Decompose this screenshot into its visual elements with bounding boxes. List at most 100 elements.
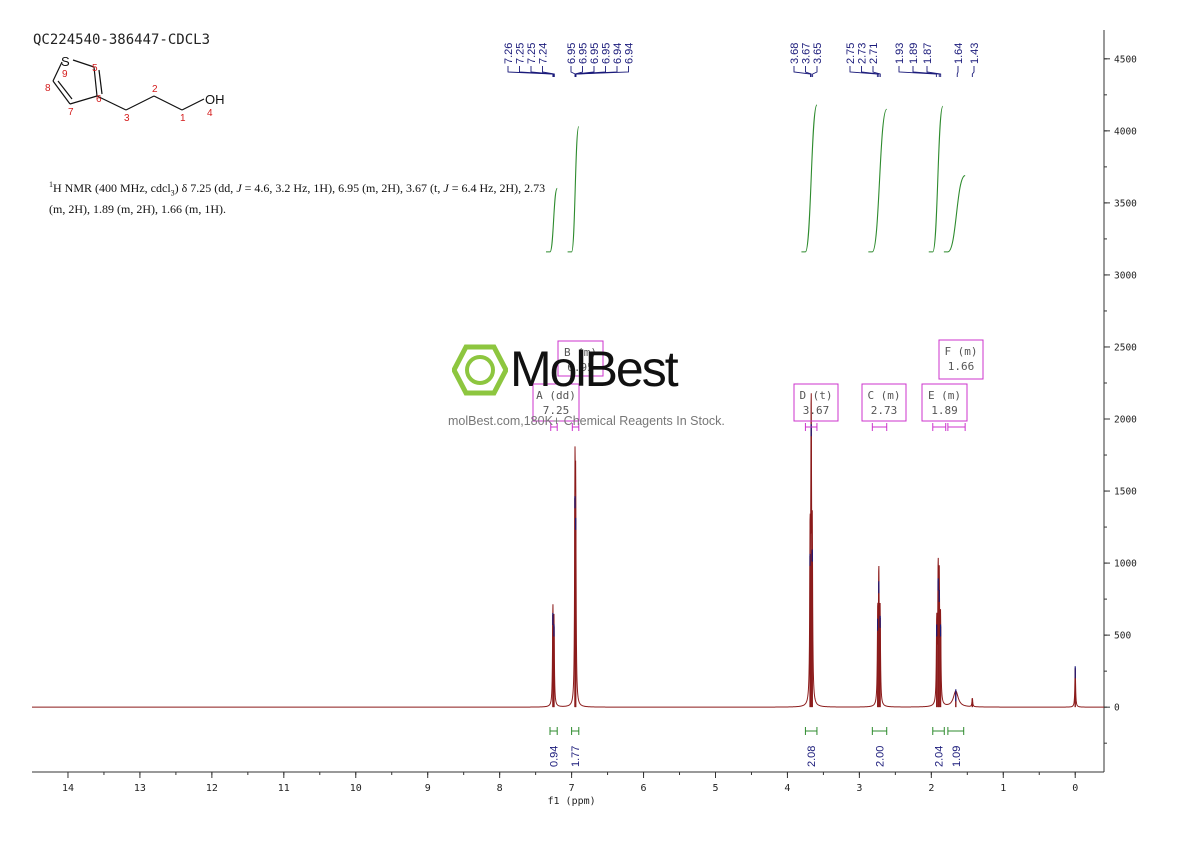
- multiplet-box: [861, 383, 907, 422]
- peak-label-leader: [971, 66, 975, 77]
- multiplet-box: [921, 383, 968, 422]
- peak-label: 1.43: [969, 43, 981, 64]
- multiplet-label: C (m): [867, 389, 900, 402]
- peak-label-leader: [507, 66, 554, 77]
- multiplet-label: E (m): [928, 389, 961, 402]
- peak-label: 3.68: [789, 43, 801, 64]
- desc-text: ) δ 7.25 (dd,: [174, 181, 237, 195]
- y-tick-label: 4500: [1114, 54, 1137, 65]
- peak-label: 1.93: [894, 43, 906, 64]
- y-tick-label: 1500: [1114, 487, 1137, 498]
- y-tick-label: 1000: [1114, 559, 1137, 570]
- chemical-structure: S OH 9 5 8 6 7 3 2 1 4: [45, 54, 225, 124]
- peak-label: 1.89: [908, 43, 920, 64]
- coupling-symbol: J: [236, 181, 242, 195]
- integral-value: 1.09: [951, 746, 963, 767]
- peak-label-leader: [542, 66, 555, 77]
- peak-label: 7.25: [526, 43, 538, 64]
- y-tick-label: 0: [1114, 703, 1120, 714]
- peak-label: 6.95: [601, 43, 613, 64]
- x-tick-label: 9: [425, 783, 431, 794]
- peak-label: 1.87: [922, 43, 934, 64]
- nmr-description: 1H NMR (400 MHz, cdcl3) δ 7.25 (dd, J = …: [49, 176, 609, 218]
- coupling-symbol: J: [443, 181, 449, 195]
- x-axis-label: f1 (ppm): [548, 796, 596, 807]
- atom-label: OH: [205, 92, 225, 107]
- peak-label-leader: [570, 66, 576, 77]
- multiplet-label: D (t): [799, 389, 832, 402]
- atom-number: 7: [68, 107, 74, 118]
- desc-text: = 4.6, 3.2 Hz, 1H), 6.95 (m, 2H), 3.67 (…: [241, 181, 444, 195]
- multiplet-box: [938, 339, 984, 380]
- peak-label-leader: [926, 66, 942, 77]
- structure-bonds: [52, 59, 205, 111]
- watermark-logo: [452, 344, 508, 396]
- peak-label-leader: [956, 66, 959, 77]
- atom-number: 4: [207, 108, 213, 119]
- integral-curves-layer: [546, 104, 966, 253]
- atom-label: S: [61, 54, 70, 69]
- atom-number: 2: [152, 84, 158, 95]
- x-tick-label: 6: [641, 783, 647, 794]
- y-tick-label: 3500: [1114, 198, 1137, 209]
- peak-label-leader: [861, 66, 880, 77]
- peak-label: 7.24: [538, 43, 550, 64]
- y-tick-label: 4000: [1114, 126, 1137, 137]
- peak-label: 7.26: [503, 43, 515, 64]
- multiplet-label: F (m): [944, 345, 977, 358]
- peak-label: 2.75: [845, 43, 857, 64]
- peak-label-leader: [575, 66, 629, 77]
- desc-text: (m, 2H), 1.89 (m, 2H), 1.66 (m, 1H).: [49, 202, 226, 217]
- atom-number: 8: [45, 83, 51, 94]
- integral-curve: [943, 174, 966, 253]
- x-tick-label: 12: [206, 783, 218, 794]
- desc-text: H NMR (400 MHz, cdcl: [53, 181, 171, 195]
- peak-label: 2.73: [857, 43, 869, 64]
- integral-value: 2.04: [934, 746, 946, 767]
- peak-label-leader: [519, 66, 555, 77]
- integral-curve: [868, 108, 888, 253]
- peak-labels-layer: 7.26 7.25 7.25 7.24 6.95 6.95 6.95 6.95 6.94 6.94…: [503, 43, 981, 77]
- peak-label-leader: [805, 66, 812, 77]
- atom-number: 1: [180, 113, 186, 124]
- x-tick-label: 14: [62, 783, 74, 794]
- integral-value: 0.94: [549, 746, 561, 767]
- peak-label-leader: [872, 66, 881, 77]
- y-tick-label: 2500: [1114, 342, 1137, 353]
- integral-curve: [546, 187, 558, 253]
- x-tick-label: 1: [1000, 783, 1006, 794]
- peak-label-leader: [912, 66, 940, 77]
- peak-label-leader: [898, 66, 937, 77]
- x-tick-label: 0: [1072, 783, 1078, 794]
- integrals-layer: 0.94 1.77 2.08 2.00 2.04 1.09: [549, 727, 965, 767]
- peak-label-leader: [812, 66, 818, 77]
- peak-label: 2.71: [868, 43, 880, 64]
- peak-label: 6.94: [612, 43, 624, 64]
- x-tick-label: 11: [278, 783, 290, 794]
- atom-number: 3: [124, 113, 130, 124]
- peak-label-leader: [793, 66, 811, 77]
- x-tick-label: 10: [350, 783, 362, 794]
- spectrum-line: [32, 393, 1104, 708]
- x-tick-label: 5: [712, 783, 718, 794]
- peak-label: 7.25: [515, 43, 527, 64]
- multiplet-shift: 1.66: [948, 360, 975, 373]
- peak-label: 6.94: [624, 43, 636, 64]
- y-tick-label: 3000: [1114, 270, 1137, 281]
- watermark-brand: MolBest: [510, 341, 679, 397]
- y-tick-label: 2000: [1114, 415, 1137, 426]
- integral-curve: [801, 104, 818, 253]
- atom-number: 5: [92, 63, 98, 74]
- peak-label: 1.64: [953, 43, 965, 64]
- integral-curve: [567, 125, 580, 253]
- peak-label-leader: [530, 66, 555, 77]
- multiplet-shift: 2.73: [871, 404, 898, 417]
- watermark-tagline: molBest.com,180K+ Chemical Reagents In S…: [448, 414, 725, 428]
- sample-id: QC224540-386447-CDCL3: [33, 32, 211, 48]
- multiplet-shift: 7.25: [543, 404, 570, 417]
- x-tick-label: 3: [856, 783, 862, 794]
- integral-value: 2.00: [875, 746, 887, 767]
- peak-label: 6.95: [589, 43, 601, 64]
- x-tick-label: 7: [569, 783, 575, 794]
